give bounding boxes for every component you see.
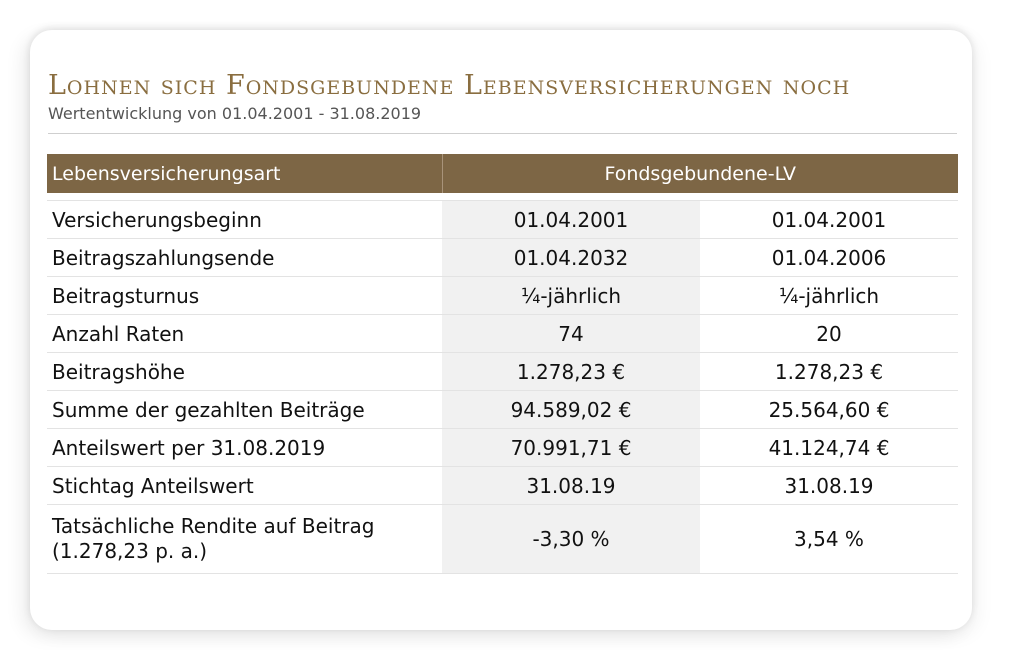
table-row: Stichtag Anteilswert 31.08.19 31.08.19 [47, 466, 959, 505]
row-value-1: 94.589,02 € [442, 390, 700, 429]
page-title: Lohnen sich Fondsgebundene Lebensversich… [48, 70, 851, 101]
row-value-1: ¼-jährlich [442, 276, 700, 315]
table-row: Beitragsturnus ¼-jährlich ¼-jährlich [47, 276, 959, 315]
table-header-row: Lebensversicherungsart Fondsgebundene-LV [47, 154, 959, 193]
row-value-2: 20 [700, 314, 959, 353]
row-label-line-1: Tatsächliche Rendite auf Beitrag [52, 514, 375, 538]
comparison-table: Lebensversicherungsart Fondsgebundene-LV… [47, 154, 959, 574]
table-row: Versicherungsbeginn 01.04.2001 01.04.200… [47, 200, 959, 239]
table-row: Beitragshöhe 1.278,23 € 1.278,23 € [47, 352, 959, 391]
row-value-1: 31.08.19 [442, 466, 700, 505]
table-row: Beitragszahlungsende 01.04.2032 01.04.20… [47, 238, 959, 277]
row-value-1: 70.991,71 € [442, 428, 700, 467]
row-label-line-2: (1.278,23 p. a.) [52, 539, 208, 563]
row-value-1: 1.278,23 € [442, 352, 700, 391]
row-value-2: ¼-jährlich [700, 276, 959, 315]
row-label: Beitragshöhe [47, 352, 442, 391]
header-label-cell: Lebensversicherungsart [47, 154, 443, 193]
row-value-1: 01.04.2001 [442, 200, 700, 239]
table-row: Summe der gezahlten Beiträge 94.589,02 €… [47, 390, 959, 429]
row-label: Anzahl Raten [47, 314, 442, 353]
table-row: Tatsächliche Rendite auf Beitrag (1.278,… [47, 504, 959, 574]
table-row: Anzahl Raten 74 20 [47, 314, 959, 353]
row-value-2: 01.04.2001 [700, 200, 959, 239]
row-value-2: 3,54 % [700, 504, 959, 574]
row-label: Beitragszahlungsende [47, 238, 442, 277]
row-label: Tatsächliche Rendite auf Beitrag (1.278,… [47, 504, 442, 574]
row-value-2: 25.564,60 € [700, 390, 959, 429]
row-label: Versicherungsbeginn [47, 200, 442, 239]
row-label: Stichtag Anteilswert [47, 466, 442, 505]
row-label: Summe der gezahlten Beiträge [47, 390, 442, 429]
row-value-1: 74 [442, 314, 700, 353]
header-group-cell: Fondsgebundene-LV [442, 154, 959, 193]
row-label: Beitragsturnus [47, 276, 442, 315]
row-value-2: 01.04.2006 [700, 238, 959, 277]
row-value-2: 1.278,23 € [700, 352, 959, 391]
table-row: Anteilswert per 31.08.2019 70.991,71 € 4… [47, 428, 959, 467]
row-value-2: 41.124,74 € [700, 428, 959, 467]
page-subtitle: Wertentwicklung von 01.04.2001 - 31.08.2… [48, 104, 422, 123]
row-value-1: 01.04.2032 [442, 238, 700, 277]
row-value-2: 31.08.19 [700, 466, 959, 505]
row-label: Anteilswert per 31.08.2019 [47, 428, 442, 467]
divider [48, 133, 957, 134]
row-value-1: -3,30 % [442, 504, 700, 574]
